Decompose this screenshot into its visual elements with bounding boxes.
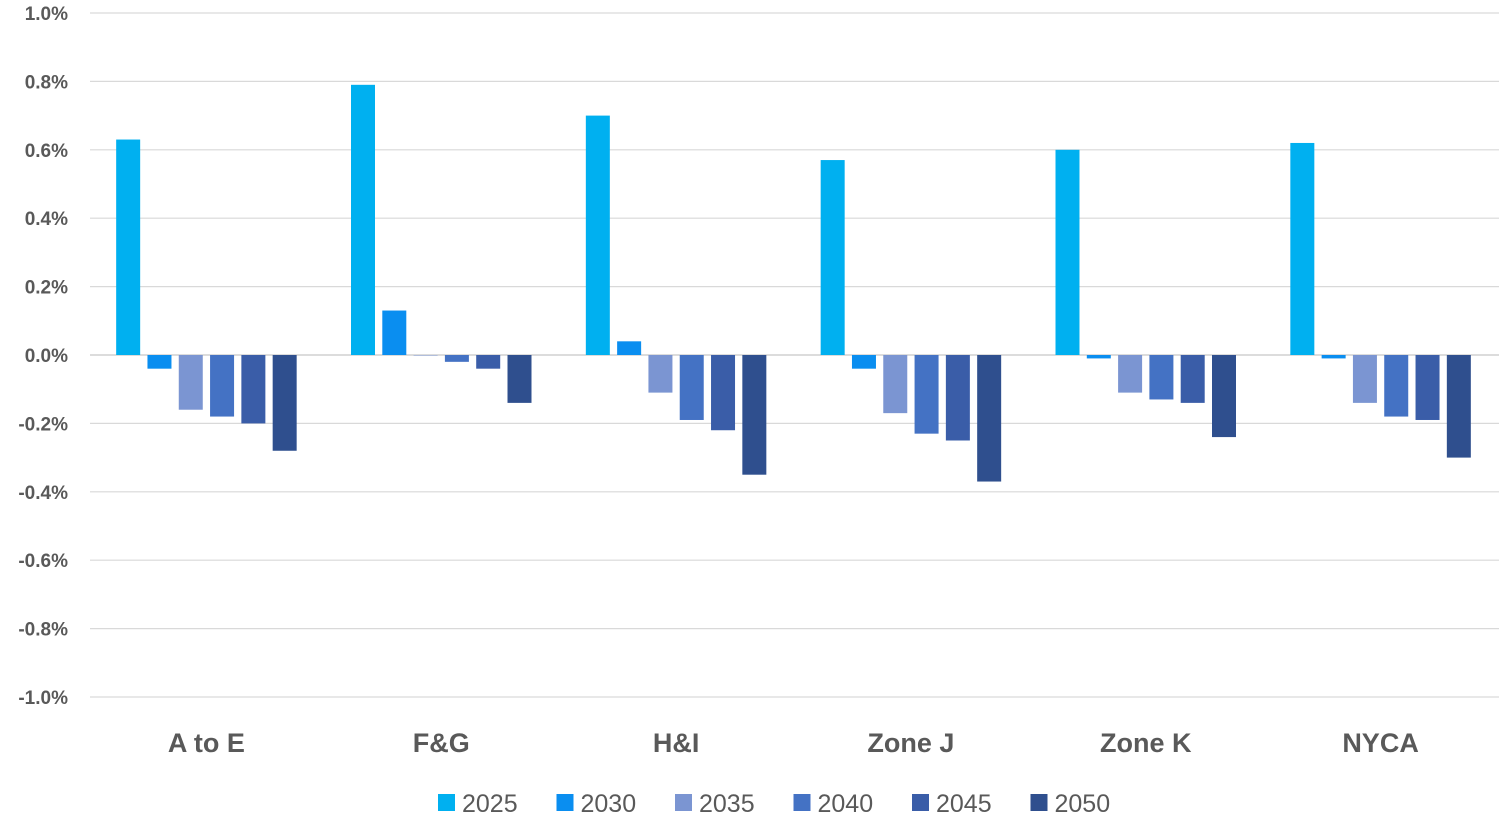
- bar-2035-zone-k: [1118, 355, 1143, 393]
- bar-2050-a-to-e: [272, 355, 297, 451]
- bar-2035-f-g: [413, 355, 438, 356]
- bar-2035-nyca: [1352, 355, 1377, 403]
- bar-2030-h-i: [617, 341, 642, 355]
- y-tick-label: -1.0%: [18, 688, 68, 709]
- bar-2045-nyca: [1415, 355, 1440, 420]
- bar-2050-zone-j: [977, 355, 1002, 482]
- bar-2040-zone-k: [1149, 355, 1174, 400]
- y-tick-label: -0.8%: [18, 620, 68, 641]
- y-tick-label: 0.6%: [25, 141, 68, 162]
- x-axis-tick-labels: A to E F&G H&I Zone J Zone K NYCA: [168, 728, 1419, 758]
- legend-item: 2040: [793, 790, 874, 817]
- bar-2030-nyca: [1321, 355, 1346, 359]
- legend-label: 2040: [818, 790, 874, 817]
- bar-2035-zone-j: [883, 355, 908, 414]
- y-axis-tick-labels: 1.0% 0.8% 0.6% 0.4% 0.2% 0.0% -0.2% -0.4% -0.6% -…: [18, 4, 68, 709]
- x-tick-label: Zone J: [867, 728, 954, 758]
- bar-2025-f-g: [351, 84, 375, 355]
- bar-2040-h-i: [679, 355, 704, 420]
- x-tick-label: A to E: [168, 728, 245, 758]
- bar-2045-h-i: [711, 355, 736, 431]
- bar-2030-zone-j: [851, 355, 876, 369]
- x-tick-label: NYCA: [1342, 728, 1419, 758]
- bar-2025-zone-k: [1055, 149, 1080, 355]
- gridlines: [90, 12, 1499, 698]
- bar-2050-h-i: [742, 355, 767, 475]
- x-tick-label: H&I: [653, 728, 700, 758]
- legend-item: 2050: [1030, 790, 1111, 817]
- legend-swatch: [793, 794, 811, 811]
- bar-2045-a-to-e: [241, 355, 266, 424]
- bar-2040-a-to-e: [210, 355, 235, 417]
- bar-2025-a-to-e: [116, 139, 141, 355]
- bar-2045-f-g: [476, 355, 501, 369]
- legend-label: 2030: [581, 790, 637, 817]
- legend-swatch: [438, 794, 455, 811]
- x-tick-label: F&G: [413, 728, 470, 758]
- y-tick-label: -0.6%: [18, 551, 68, 572]
- legend: 2025 2030 2035 2040 2045 2050: [438, 790, 1110, 817]
- bar-2045-zone-k: [1180, 355, 1205, 403]
- x-tick-label: Zone K: [1100, 728, 1192, 758]
- legend-label: 2035: [699, 790, 755, 817]
- legend-label: 2025: [462, 790, 518, 817]
- legend-swatch: [912, 794, 929, 811]
- bar-2030-zone-k: [1086, 355, 1111, 359]
- legend-swatch: [675, 794, 692, 811]
- bar-2050-f-g: [507, 355, 532, 403]
- legend-item: 2025: [438, 790, 518, 817]
- y-tick-label: 0.2%: [25, 278, 68, 299]
- bar-2030-f-g: [382, 310, 407, 355]
- legend-item: 2030: [556, 790, 637, 817]
- bar-2035-a-to-e: [178, 355, 203, 410]
- legend-label: 2045: [936, 790, 992, 817]
- bar-2030-a-to-e: [147, 355, 172, 369]
- y-tick-label: -0.2%: [18, 414, 68, 435]
- bar-2040-zone-j: [914, 355, 939, 434]
- bar-2025-h-i: [585, 115, 610, 355]
- y-tick-label: 0.0%: [25, 346, 68, 367]
- legend-label: 2050: [1055, 790, 1111, 817]
- bar-2050-nyca: [1446, 355, 1471, 458]
- legend-item: 2035: [675, 790, 755, 817]
- bars: [116, 84, 1471, 482]
- legend-swatch: [556, 794, 574, 811]
- y-tick-label: -0.4%: [18, 483, 68, 504]
- y-tick-label: 1.0%: [25, 4, 68, 25]
- bar-2035-h-i: [648, 355, 673, 393]
- bar-2025-zone-j: [820, 160, 845, 355]
- bar-2045-zone-j: [945, 355, 970, 441]
- legend-item: 2045: [912, 790, 992, 817]
- bar-2040-nyca: [1384, 355, 1409, 417]
- bar-2040-f-g: [444, 355, 469, 362]
- y-tick-label: 0.8%: [25, 72, 68, 93]
- legend-swatch: [1030, 794, 1048, 811]
- bar-2050-zone-k: [1212, 355, 1236, 438]
- bar-2025-nyca: [1290, 142, 1315, 355]
- y-tick-label: 0.4%: [25, 209, 68, 230]
